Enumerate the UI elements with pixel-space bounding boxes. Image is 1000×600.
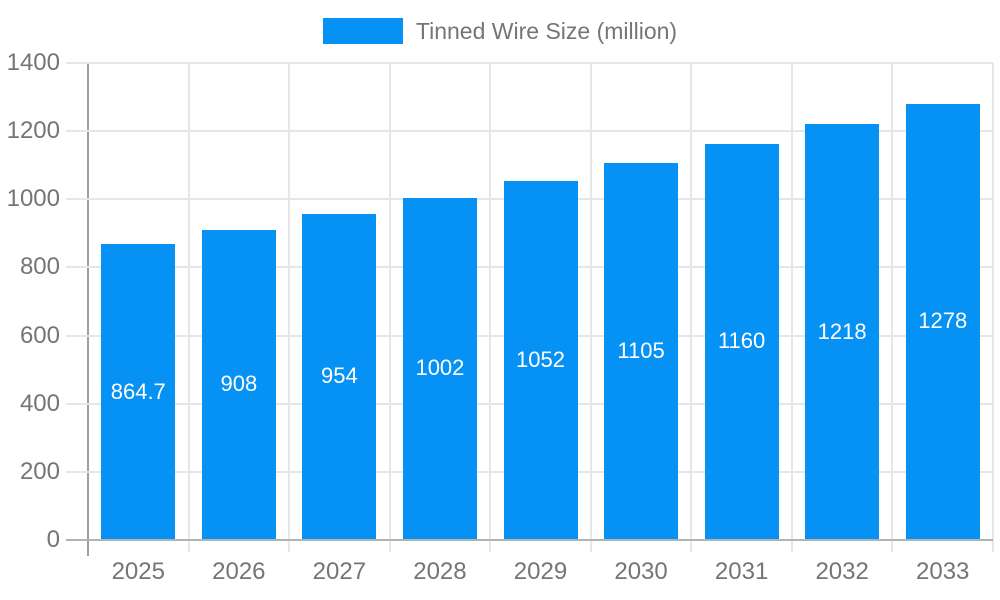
y-tick-label: 200 (19, 457, 60, 485)
gridline-horizontal (66, 130, 993, 133)
bar-value-label: 1160 (717, 328, 766, 354)
bar-2032 (805, 124, 880, 539)
x-tick-label: 2030 (614, 558, 668, 585)
legend-label: Tinned Wire Size (million) (415, 18, 678, 44)
bar-2026 (201, 229, 276, 539)
gridline-vertical (992, 63, 994, 552)
x-tick-label: 2031 (714, 558, 769, 585)
bar-value-label: 954 (321, 363, 358, 389)
x-tick-label: 2026 (212, 558, 266, 585)
gridline-vertical (690, 63, 693, 552)
y-tick-label: 800 (19, 253, 60, 281)
bar-2025 (101, 244, 176, 539)
gridline-vertical (288, 63, 291, 552)
bar-2031 (704, 143, 779, 539)
legend-swatch (322, 18, 403, 44)
gridline-vertical (790, 63, 793, 552)
gridline-vertical (589, 63, 592, 552)
y-tick-label: 1400 (6, 49, 60, 76)
gridline-vertical (489, 63, 492, 552)
bar-2033 (905, 103, 980, 539)
x-tick-label: 2027 (312, 558, 367, 585)
bar-value-label: 1052 (516, 346, 565, 372)
bar-value-label: 864.7 (110, 378, 166, 404)
bar-value-label: 1278 (918, 308, 968, 334)
x-tick-label: 2033 (916, 558, 970, 585)
gridline-vertical (187, 63, 190, 552)
x-tick-label: 2025 (111, 558, 165, 585)
bar-value-label: 1105 (617, 337, 665, 363)
bar-value-label: 908 (220, 371, 258, 397)
legend-item[interactable]: Tinned Wire Size (million) (322, 18, 678, 44)
bar-2029 (503, 180, 578, 539)
gridline-vertical (891, 63, 894, 552)
y-tick-label: 1200 (6, 117, 60, 145)
y-tick-label: 600 (19, 321, 60, 349)
y-tick-label: 0 (46, 526, 60, 553)
bar-value-label: 1218 (817, 318, 867, 344)
y-tick-label: 400 (19, 389, 60, 417)
bar-value-label: 1002 (415, 355, 465, 381)
x-tick-label: 2028 (413, 558, 467, 585)
bar-2030 (604, 162, 679, 539)
bar-2027 (302, 213, 377, 539)
legend: Tinned Wire Size (million) (0, 14, 1000, 48)
y-tick-label: 1000 (6, 185, 60, 213)
x-tick-label: 2029 (513, 558, 568, 585)
gridline-horizontal (66, 62, 993, 64)
x-tick-label: 2032 (815, 558, 869, 585)
x-axis-line (66, 539, 993, 541)
bar-2028 (402, 197, 477, 539)
gridline-vertical (388, 63, 391, 552)
y-axis-line (87, 63, 89, 556)
